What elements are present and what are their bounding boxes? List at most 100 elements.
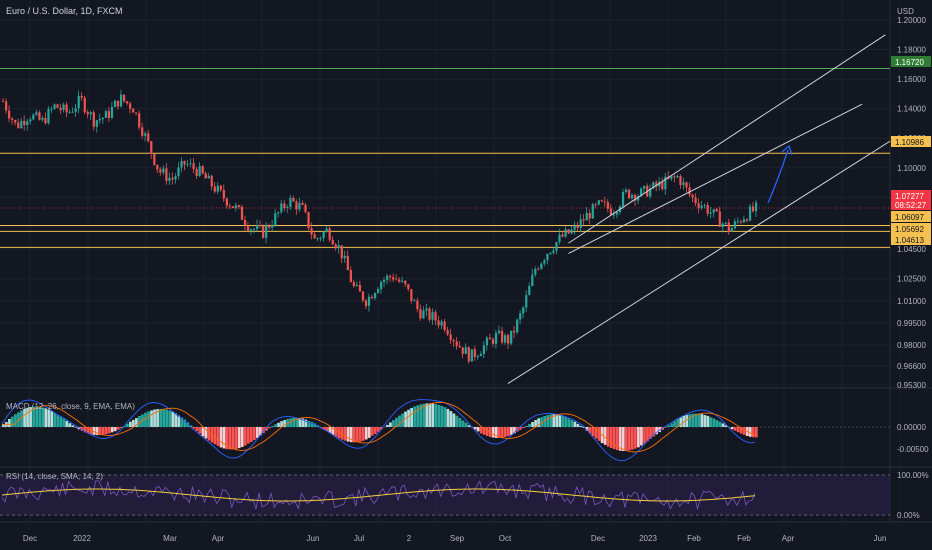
y-tick-label: 0.96600 [897, 362, 926, 371]
candle-body [107, 111, 111, 118]
candle-body [712, 209, 715, 213]
candle-body [655, 182, 658, 187]
macd-histogram-bar [395, 417, 398, 427]
candle-body [431, 312, 434, 320]
candle-body [343, 255, 346, 259]
macd-histogram-bar [240, 427, 244, 447]
candle-body [401, 280, 404, 282]
candle-body [467, 347, 470, 362]
macd-histogram-bar [228, 427, 232, 450]
macd-histogram-bar [543, 415, 547, 427]
macd-histogram-bar [343, 427, 347, 441]
macd-histogram-bar [751, 427, 755, 438]
macd-histogram-bar [243, 427, 247, 446]
y-tick-label: 0.98000 [897, 341, 926, 350]
macd-histogram-bar [537, 418, 540, 427]
y-tick-label: 0.95300 [897, 381, 926, 390]
macd-histogram-bar [340, 427, 344, 440]
macd-histogram-bar [62, 418, 66, 427]
macd-histogram-bar [519, 427, 522, 430]
candle-body [682, 182, 685, 186]
macd-histogram-bar [225, 427, 229, 450]
candle-body [304, 204, 307, 213]
macd-histogram-bar [461, 420, 465, 427]
macd-histogram-bar [500, 427, 504, 438]
candle-body [540, 263, 543, 269]
y-tick-label: 0.99500 [897, 319, 926, 328]
candle-body [104, 111, 108, 118]
price-label-text: 1.16720 [895, 58, 924, 67]
candle-body [101, 117, 105, 120]
macd-histogram-bar [670, 423, 674, 427]
macd-histogram-bar [401, 413, 404, 427]
candle-body [573, 225, 576, 230]
macd-histogram-bar [80, 427, 84, 431]
macd-histogram-bar [597, 427, 601, 441]
y-tick-label: 1.18000 [897, 46, 926, 55]
macd-histogram-bar [513, 427, 516, 434]
time-axis[interactable]: Dec 2022 Mar Apr Jun Jul 2 Sep Oct Dec 2023 Feb Feb A… [23, 534, 887, 543]
macd-histogram-bar [724, 425, 728, 427]
macd-histogram-bar [407, 409, 410, 427]
candle-body [500, 330, 504, 343]
candle-body [316, 238, 319, 240]
candle-body [491, 339, 495, 344]
macd-histogram-bar [271, 425, 274, 427]
macd-histogram-bar [119, 427, 123, 429]
candle-body [476, 356, 479, 358]
candle-body [612, 214, 616, 216]
macd-histogram-bar [252, 427, 256, 441]
macd-histogram-bar [292, 417, 296, 427]
macd-histogram-bar [107, 427, 111, 434]
macd-histogram-bar [370, 427, 374, 436]
macd-histogram-bar [742, 427, 746, 435]
macd-histogram-bar [147, 411, 150, 427]
candle-body [709, 212, 712, 214]
macd-histogram-bar [503, 427, 507, 437]
macd-histogram-bar [53, 412, 57, 427]
macd-histogram-bar [334, 427, 338, 437]
channel-line [507, 140, 891, 384]
candle-body [370, 296, 374, 299]
candle-body [240, 206, 244, 220]
candle-body [165, 168, 168, 181]
candle-body [361, 291, 365, 301]
macd-histogram-bar [65, 420, 69, 427]
macd-histogram-bar [446, 408, 450, 427]
candle-body [649, 188, 652, 197]
macd-histogram-bar [398, 415, 401, 427]
macd-histogram-bar [634, 427, 637, 449]
candle-body [71, 111, 74, 113]
candle-body [62, 104, 65, 111]
candle-body [482, 345, 486, 355]
macd-title: MACD (12, 26, close, 9, EMA, EMA) [6, 402, 135, 411]
y-tick-label: 1.02500 [897, 275, 926, 284]
candle-body [637, 196, 640, 201]
price-axis[interactable]: 1.200001.180001.160001.140001.120001.100… [897, 16, 929, 520]
candle-body [340, 245, 343, 259]
candle-body [259, 225, 262, 226]
candle-body [597, 200, 600, 205]
macd-histogram-bar [301, 418, 305, 427]
macd-histogram-bar [216, 427, 220, 446]
projection-arrow [767, 149, 789, 204]
candle-body [640, 188, 643, 197]
macd-histogram-bar [207, 427, 211, 441]
macd-histogram-bar [621, 427, 625, 451]
candle-body [676, 176, 679, 178]
channel-line [568, 103, 863, 254]
price-label-box [891, 190, 931, 210]
candle-body [428, 308, 431, 320]
candle-body [213, 186, 216, 192]
candle-body [386, 275, 389, 281]
macd-histogram-bar [201, 427, 205, 437]
candle-body [168, 177, 171, 181]
macd-histogram-bar [41, 407, 45, 427]
arrow-head-icon [781, 144, 793, 156]
macd-histogram-bar [274, 424, 277, 427]
macd-histogram-bar [691, 413, 695, 427]
candle-body [522, 307, 525, 314]
x-tick-label: Sep [450, 534, 465, 543]
x-tick-label: Jun [874, 534, 887, 543]
